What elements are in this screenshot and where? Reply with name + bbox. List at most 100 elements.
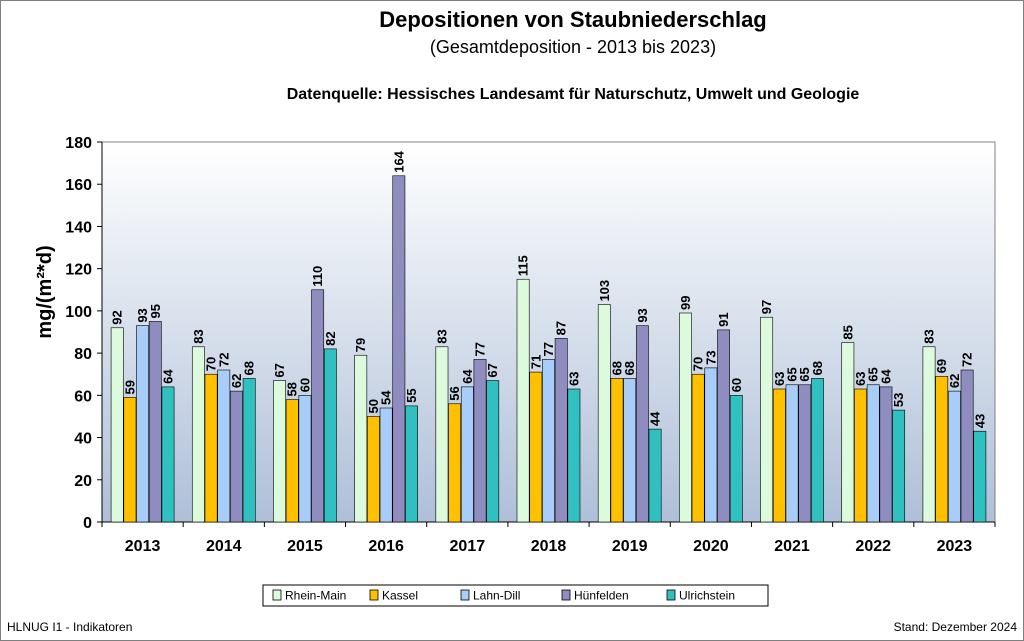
data-label: 65: [866, 367, 881, 381]
bar-ulrichstein-2019: [648, 428, 662, 523]
data-label: 99: [678, 296, 693, 310]
bar-rhein-main-2021: [760, 316, 774, 523]
data-label: 93: [135, 308, 150, 322]
x-tick-label: 2019: [612, 538, 648, 555]
bar-h-nfelden-2013: [148, 321, 162, 523]
bar-lahn-dill-2021: [785, 384, 799, 523]
bar-kassel-2013: [123, 397, 137, 523]
y-tick-label: 80: [74, 346, 92, 363]
legend-label: Lahn-Dill: [473, 589, 520, 603]
y-tick-label: 160: [65, 177, 92, 194]
data-label: 95: [148, 304, 163, 318]
bar-ulrichstein-2020: [729, 395, 743, 523]
legend-swatch: [666, 589, 676, 601]
bar-ulrichstein-2014: [242, 378, 256, 523]
y-tick-label: 140: [65, 219, 92, 236]
bar-ulrichstein-2016: [405, 405, 418, 523]
bar-rhein-main-2020: [679, 312, 692, 523]
data-label: 56: [447, 386, 462, 400]
x-tick-label: 2023: [937, 538, 973, 555]
bar-h-nfelden-2021: [798, 384, 812, 523]
x-tick-label: 2021: [774, 538, 810, 555]
y-tick-label: 0: [83, 515, 92, 532]
bar-kassel-2022: [854, 388, 867, 523]
bar-ulrichstein-2017: [486, 380, 500, 523]
data-label: 60: [729, 378, 744, 392]
bar-lahn-dill-2014: [217, 369, 231, 523]
data-label: 83: [191, 329, 206, 343]
bar-lahn-dill-2018: [542, 359, 555, 523]
data-label: 60: [297, 378, 312, 392]
data-label: 62: [229, 374, 244, 388]
footer-right: Stand: Dezember 2024: [894, 620, 1018, 634]
bar-ulrichstein-2018: [567, 388, 581, 523]
bar-rhein-main-2017: [435, 346, 449, 523]
y-tick-label: 20: [74, 473, 92, 490]
data-label: 72: [216, 353, 231, 367]
data-label: 68: [622, 361, 637, 375]
legend-label: Ulrichstein: [679, 589, 735, 603]
data-label: 93: [635, 308, 650, 322]
x-tick-label: 2016: [368, 538, 404, 555]
bar-h-nfelden-2016: [392, 175, 406, 523]
x-tick-label: 2015: [287, 538, 323, 555]
bar-lahn-dill-2022: [866, 384, 880, 523]
bar-rhein-main-2019: [597, 304, 611, 523]
bar-rhein-main-2018: [516, 278, 530, 523]
legend-swatch: [561, 589, 571, 601]
data-label: 53: [891, 393, 906, 407]
data-label: 65: [785, 367, 800, 381]
bar-h-nfelden-2014: [230, 390, 243, 523]
legend: Rhein-Main Kassel Lahn-Dill Hünfelden Ulrich…: [262, 584, 769, 607]
x-tick-label: 2022: [855, 538, 891, 555]
bar-kassel-2023: [935, 376, 949, 523]
data-label: 69: [934, 359, 949, 373]
data-label: 64: [160, 369, 175, 384]
bar-rhein-main-2023: [922, 346, 936, 523]
data-label: 64: [878, 369, 893, 384]
data-label: 110: [310, 266, 325, 287]
data-label: 82: [323, 331, 338, 345]
x-tick-label: 2020: [693, 538, 729, 555]
data-label: 67: [485, 363, 500, 377]
bar-h-nfelden-2020: [717, 329, 730, 523]
data-label: 85: [840, 325, 855, 339]
bar-kassel-2019: [610, 378, 624, 523]
x-tick-label: 2014: [206, 538, 242, 555]
bar-kassel-2015: [285, 399, 299, 523]
data-label: 43: [972, 414, 987, 428]
chart-title: Depositionen von Staubniederschlag: [379, 7, 767, 32]
data-label: 68: [810, 361, 825, 375]
data-label: 58: [285, 382, 300, 396]
legend-swatch: [272, 589, 282, 601]
bar-h-nfelden-2017: [473, 359, 487, 523]
bar-ulrichstein-2013: [161, 386, 175, 523]
legend-label: Kassel: [382, 589, 418, 603]
bar-kassel-2014: [204, 373, 218, 523]
legend-label: Hünfelden: [574, 589, 629, 603]
data-label: 67: [272, 363, 287, 377]
bar-ulrichstein-2015: [323, 348, 337, 523]
y-tick-label: 180: [65, 135, 92, 152]
legend-box: [262, 584, 769, 607]
data-label: 70: [691, 357, 706, 371]
data-label: 65: [797, 367, 812, 381]
data-label: 59: [122, 380, 137, 394]
x-axis: 2013 2014 2015 2016 2017 2018 2019 2020 2021 2022…: [101, 521, 996, 555]
data-label: 87: [554, 321, 569, 335]
bar-rhein-main-2022: [841, 342, 855, 523]
bar-lahn-dill-2017: [460, 386, 474, 523]
data-label: 83: [922, 329, 937, 343]
data-label: 63: [853, 372, 868, 386]
bar-lahn-dill-2015: [298, 395, 312, 523]
data-label: 68: [242, 361, 257, 375]
y-tick-label: 100: [65, 304, 92, 321]
data-label: 63: [566, 372, 581, 386]
legend-swatch: [460, 589, 470, 601]
data-label: 64: [460, 369, 475, 384]
data-label: 164: [391, 150, 406, 172]
x-tick-label: 2018: [531, 538, 567, 555]
x-tick-label: 2013: [125, 538, 161, 555]
